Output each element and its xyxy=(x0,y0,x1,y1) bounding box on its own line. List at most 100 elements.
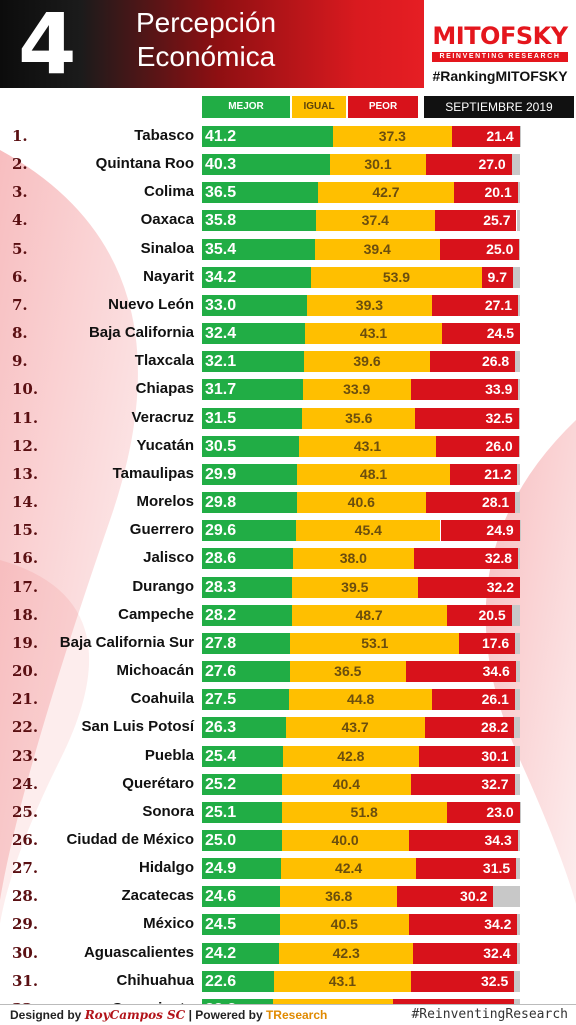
bar-mejor: 24.2 xyxy=(202,943,279,964)
bar-mejor: 40.3 xyxy=(202,154,330,175)
state-label: Puebla xyxy=(145,747,194,764)
row-rank: 9. xyxy=(12,352,48,370)
bar-mejor: 25.2 xyxy=(202,774,282,795)
state-label: Baja California xyxy=(89,324,194,341)
bar-igual: 39.3 xyxy=(307,295,432,316)
bar-mejor: 29.9 xyxy=(202,464,297,485)
legend-igual: IGUAL xyxy=(292,96,346,118)
state-label: Tlaxcala xyxy=(135,352,194,369)
bar-igual: 40.5 xyxy=(280,914,409,935)
row-rank: 1. xyxy=(12,127,48,145)
bar-igual: 39.5 xyxy=(292,577,418,598)
bar-igual: 38.0 xyxy=(293,548,414,569)
bar-peor: 21.2 xyxy=(450,464,517,485)
bar-remainder xyxy=(519,239,520,260)
bar-mejor: 22.6 xyxy=(202,971,274,992)
bar-mejor: 32.4 xyxy=(202,323,305,344)
bar-igual: 53.1 xyxy=(290,633,459,654)
row-rank: 17. xyxy=(12,578,48,596)
bar-remainder xyxy=(518,548,520,569)
row-rank: 31. xyxy=(12,972,48,990)
bar-peor: 28.2 xyxy=(425,717,515,738)
footer-credits: Designed by RoyCampos SC | Powered by TR… xyxy=(10,1005,327,1025)
row-rank: 22. xyxy=(12,718,48,736)
bar-remainder xyxy=(515,774,520,795)
bar-peor: 20.1 xyxy=(454,182,518,203)
bar-peor: 34.6 xyxy=(406,661,516,682)
row-rank: 4. xyxy=(12,211,48,229)
bar-peor: 32.7 xyxy=(411,774,515,795)
bar-igual: 53.9 xyxy=(311,267,482,288)
bar-mejor: 28.6 xyxy=(202,548,293,569)
bar-mejor: 24.5 xyxy=(202,914,280,935)
state-label: Zacatecas xyxy=(121,887,194,904)
bar-igual: 39.4 xyxy=(315,239,440,260)
state-label: Sonora xyxy=(142,803,194,820)
legend-peor: PEOR xyxy=(348,96,418,118)
state-label: Nayarit xyxy=(143,268,194,285)
state-label: Aguascalientes xyxy=(84,944,194,961)
powered-label: | Powered by xyxy=(189,1008,263,1022)
bar-igual: 37.3 xyxy=(333,126,452,147)
bar-peor: 25.7 xyxy=(435,210,517,231)
bar-remainder xyxy=(517,210,520,231)
title-line-1: Percepción xyxy=(118,6,294,40)
row-rank: 12. xyxy=(12,437,48,455)
state-label: Colima xyxy=(144,183,194,200)
bar-igual: 42.3 xyxy=(279,943,414,964)
bar-peor: 28.1 xyxy=(426,492,515,513)
bar-igual: 43.1 xyxy=(274,971,411,992)
bar-mejor: 25.0 xyxy=(202,830,282,851)
state-label: Nuevo León xyxy=(108,296,194,313)
bar-remainder xyxy=(513,267,520,288)
bar-mejor: 31.7 xyxy=(202,379,303,400)
bar-remainder xyxy=(514,717,520,738)
row-rank: 3. xyxy=(12,183,48,201)
bar-igual: 35.6 xyxy=(302,408,415,429)
bar-remainder xyxy=(514,971,520,992)
bar-peor: 9.7 xyxy=(482,267,513,288)
row-rank: 7. xyxy=(12,296,48,314)
bar-igual: 43.1 xyxy=(299,436,436,457)
bar-remainder xyxy=(518,182,520,203)
bar-peor: 26.1 xyxy=(432,689,515,710)
state-label: Michoacán xyxy=(116,662,194,679)
bar-igual: 51.8 xyxy=(282,802,447,823)
state-label: Baja California Sur xyxy=(60,634,194,651)
state-label: Veracruz xyxy=(131,409,194,426)
bar-mejor: 25.4 xyxy=(202,746,283,767)
state-label: México xyxy=(143,915,194,932)
bar-peor: 34.2 xyxy=(409,914,518,935)
bar-igual: 42.8 xyxy=(283,746,419,767)
state-label: Campeche xyxy=(118,606,194,623)
bar-igual: 33.9 xyxy=(303,379,411,400)
state-label: Tabasco xyxy=(134,127,194,144)
bar-remainder xyxy=(519,408,520,429)
row-rank: 25. xyxy=(12,803,48,821)
state-label: Guerrero xyxy=(130,521,194,538)
bar-peor: 21.4 xyxy=(452,126,520,147)
state-label: Quintana Roo xyxy=(96,155,194,172)
bar-mejor: 35.8 xyxy=(202,210,316,231)
designed-label: Designed by xyxy=(10,1008,81,1022)
bar-mejor: 34.2 xyxy=(202,267,311,288)
bar-mejor: 28.2 xyxy=(202,605,292,626)
row-rank: 19. xyxy=(12,634,48,652)
bar-mejor: 27.8 xyxy=(202,633,290,654)
state-label: Chihuahua xyxy=(117,972,195,989)
row-rank: 23. xyxy=(12,747,48,765)
state-label: Coahuila xyxy=(131,690,194,707)
footer-hashtag: #ReinventingResearch xyxy=(411,1005,568,1025)
row-rank: 27. xyxy=(12,859,48,877)
ranking-number: 4 xyxy=(18,0,76,92)
bar-igual: 30.1 xyxy=(330,154,426,175)
bar-igual: 36.8 xyxy=(280,886,397,907)
date-badge: SEPTIEMBRE 2019 xyxy=(424,96,574,118)
bar-peor: 31.5 xyxy=(416,858,516,879)
bar-peor: 27.1 xyxy=(432,295,518,316)
bar-mejor: 27.6 xyxy=(202,661,290,682)
bar-peor: 32.4 xyxy=(413,943,516,964)
brand-logo: MITOFSKY REINVENTING RESEARCH #RankingMI… xyxy=(424,0,576,96)
bar-remainder xyxy=(515,633,520,654)
bar-igual: 43.7 xyxy=(286,717,425,738)
